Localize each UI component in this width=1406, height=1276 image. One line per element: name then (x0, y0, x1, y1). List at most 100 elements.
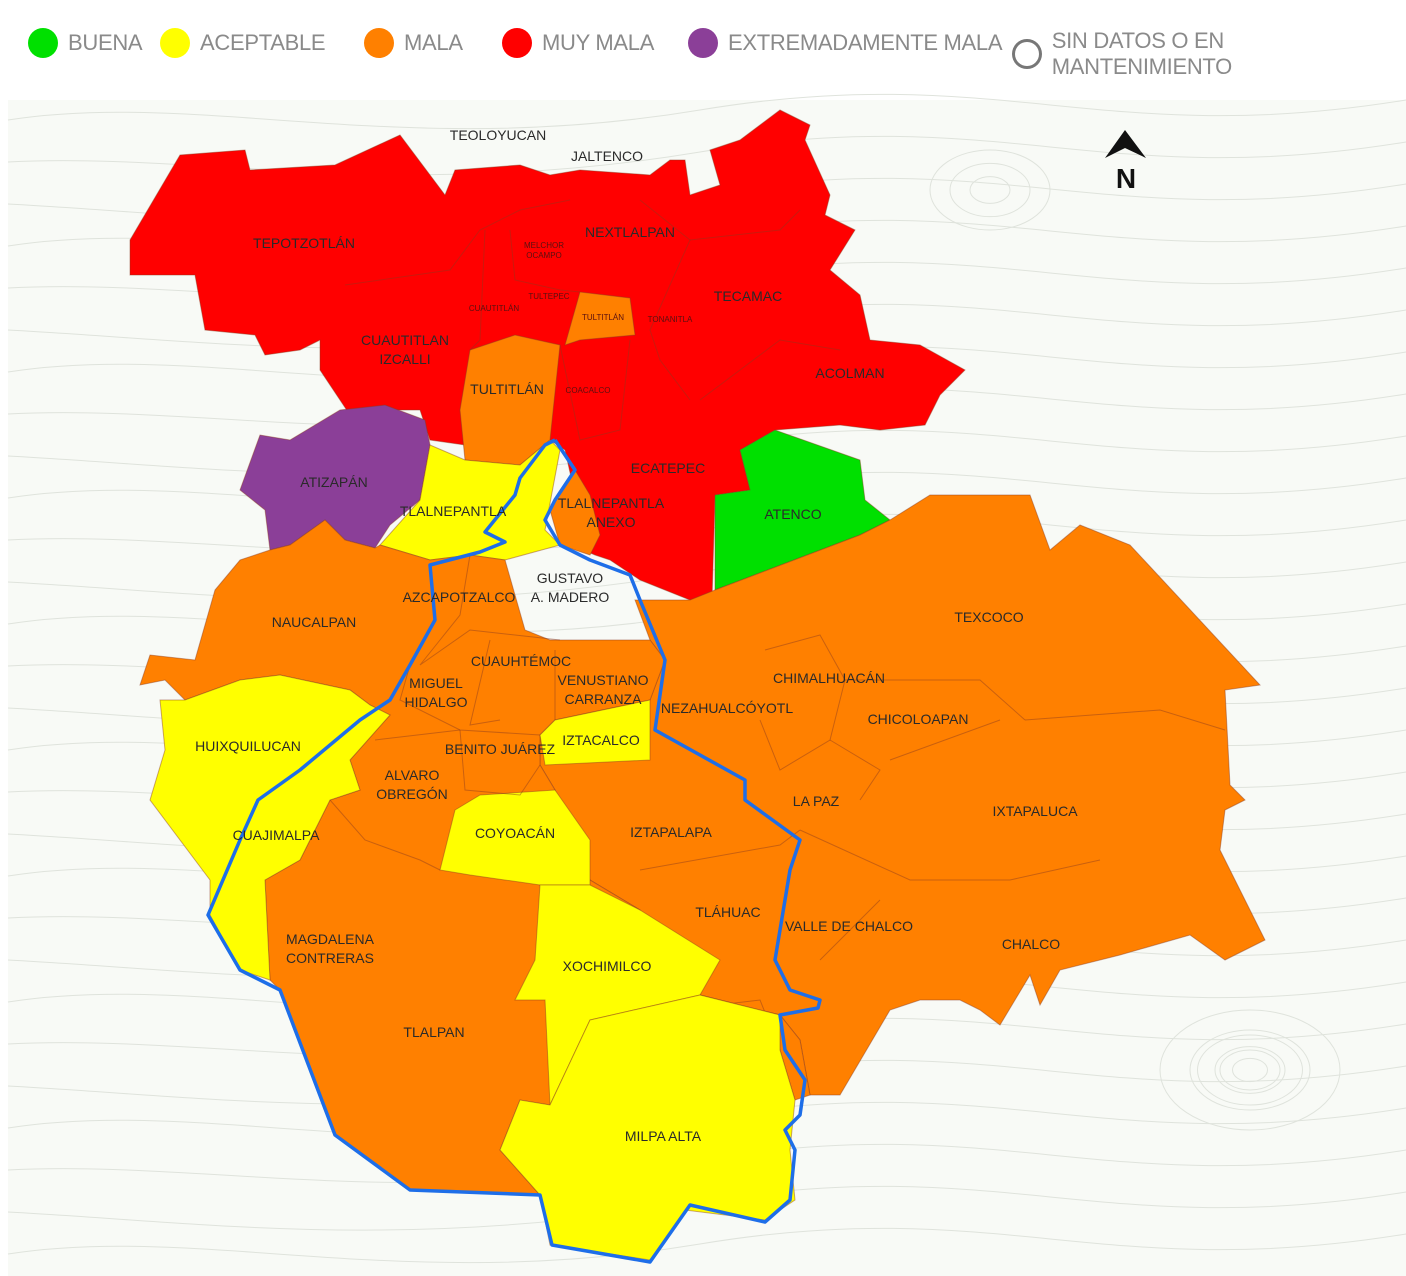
contour-line (7, 93, 1406, 130)
legend-item: BUENA (28, 28, 143, 58)
north-arrow-icon: N (1105, 130, 1146, 194)
municipality-label: ATENCO (764, 506, 821, 522)
region-polygons (129, 109, 1266, 1261)
municipality-label: TEXCOCO (954, 609, 1023, 625)
legend-item: EXTREMADAMENTE MALA (688, 28, 1003, 58)
municipality-label: TLALNEPANTLA ANEXO (558, 495, 665, 530)
municipality-label: TLALPAN (403, 1024, 464, 1040)
legend-label: BUENA (68, 30, 143, 55)
municipality-label: CHIMALHUACÁN (773, 670, 885, 686)
municipality-label: ACOLMAN (815, 365, 884, 381)
municipality-label: COACALCO (566, 386, 611, 395)
legend-label: ACEPTABLE (200, 30, 326, 55)
municipal-boundary (889, 719, 1001, 761)
municipal-boundary (639, 199, 691, 401)
legend-item: MALA (364, 28, 463, 58)
municipality-label: MILPA ALTA (625, 1128, 702, 1144)
municipality-label: TONANITLA (648, 315, 693, 324)
municipal-boundary (459, 729, 541, 796)
cdmx-border (206, 438, 822, 1264)
municipality-label: ECATEPEC (631, 460, 705, 476)
municipal-boundary (399, 664, 541, 736)
municipal-boundary (759, 634, 846, 771)
legend-label: EXTREMADAMENTE MALA (728, 30, 1003, 55)
municipality-label: JALTENCO (571, 148, 643, 164)
contour-line (1214, 1046, 1286, 1094)
contour-line (969, 176, 1011, 204)
contour-line (1232, 1057, 1268, 1083)
legend-item: SIN DATOS O EN MANTENIMIENTO (1012, 28, 1406, 80)
municipal-boundary (469, 229, 486, 351)
municipal-boundary (419, 554, 561, 666)
municipal-boundary (1024, 709, 1226, 731)
legend-swatch-icon (688, 28, 718, 58)
municipality-label: AZCAPOTZALCO (403, 589, 516, 605)
municipality-label: NEZAHUALCÓYOTL (661, 700, 793, 716)
municipality-label: MAGDALENA CONTRERAS (286, 931, 375, 966)
municipality-label: IZTAPALAPA (630, 824, 712, 840)
municipal-boundary (509, 229, 581, 293)
municipality-label: IZTACALCO (562, 732, 640, 748)
municipality-label: LA PAZ (793, 793, 840, 809)
municipality-label: TULTITLÁN (582, 313, 624, 322)
municipal-boundary (819, 899, 881, 961)
municipality-label: BENITO JUÁREZ (445, 741, 556, 757)
municipality-labels: TEOLOYUCAN JALTENCO TEPOTZOTLÁN MELCHOR OCAM… (195, 127, 1078, 1144)
legend-label: MALA (404, 30, 463, 55)
region-polygon (149, 674, 391, 981)
municipality-label: TECAMAC (714, 288, 782, 304)
compass-label: N (1116, 163, 1136, 194)
municipal-boundary (374, 729, 461, 741)
municipality-label: CUAUTITLÁN (469, 304, 519, 313)
contour-line (7, 1227, 1406, 1264)
municipal-boundary (344, 199, 571, 286)
municipality-label: CUAUTITLAN IZCALLI (361, 332, 449, 367)
municipality-label: COYOACÁN (475, 825, 555, 841)
municipality-label: TLALNEPANTLA (400, 503, 507, 519)
contour-line (1219, 1049, 1281, 1091)
municipality-label: TEOLOYUCAN (450, 127, 546, 143)
municipal-boundary (559, 339, 631, 441)
legend-swatch-icon (502, 28, 532, 58)
contour-line (1159, 1009, 1341, 1131)
municipality-label: XOCHIMILCO (563, 958, 652, 974)
municipality-label: ATIZAPÁN (300, 474, 367, 490)
municipal-boundary (699, 339, 841, 401)
legend-item: MUY MALA (502, 28, 654, 58)
contour-line (929, 149, 1051, 231)
contour-line (1189, 1029, 1311, 1111)
municipality-label: CHALCO (1002, 936, 1060, 952)
legend-swatch-icon (28, 28, 58, 58)
region-polygon (564, 291, 636, 346)
legend-swatch-icon (364, 28, 394, 58)
municipal-boundary (829, 739, 881, 801)
legend-label: SIN DATOS O EN MANTENIMIENTO (1051, 28, 1233, 79)
legend-item: ACEPTABLE (160, 28, 326, 58)
legend-swatch-icon (1012, 39, 1042, 69)
municipality-label: MELCHOR OCAMPO (524, 241, 564, 260)
legend-label: MUY MALA (542, 30, 655, 55)
municipality-label: MIGUEL HIDALGO (404, 675, 467, 710)
municipality-label: ALVARO OBREGÓN (376, 767, 448, 802)
municipal-boundary (329, 799, 441, 871)
municipal-boundary (799, 829, 1101, 881)
municipality-label: IXTAPALUCA (992, 803, 1078, 819)
municipality-label: TULTEPEC (528, 292, 569, 301)
map-legend: BUENA ACEPTABLE MALA MUY MALA EXTREMADAMENTE… (0, 22, 1406, 79)
municipal-boundary (845, 679, 1026, 721)
municipality-label: TULTITLÁN (470, 381, 544, 397)
municipality-label: VALLE DE CHALCO (785, 918, 913, 934)
region-polygon (539, 699, 651, 766)
region-polygon (499, 994, 796, 1261)
municipality-label: TLÁHUAC (695, 904, 760, 920)
municipality-label: GUSTAVO A. MADERO (531, 570, 610, 605)
contour-line (1197, 1034, 1303, 1106)
municipality-label: CUAJIMALPA (233, 827, 321, 843)
municipal-boundary (469, 639, 501, 726)
municipality-label: CUAUHTÉMOC (471, 653, 571, 669)
municipality-label: HUIXQUILUCAN (195, 738, 301, 754)
municipality-label: NAUCALPAN (272, 614, 357, 630)
municipality-label: VENUSTIANO CARRANZA (557, 672, 648, 707)
municipality-label: NEXTLALPAN (585, 224, 675, 240)
